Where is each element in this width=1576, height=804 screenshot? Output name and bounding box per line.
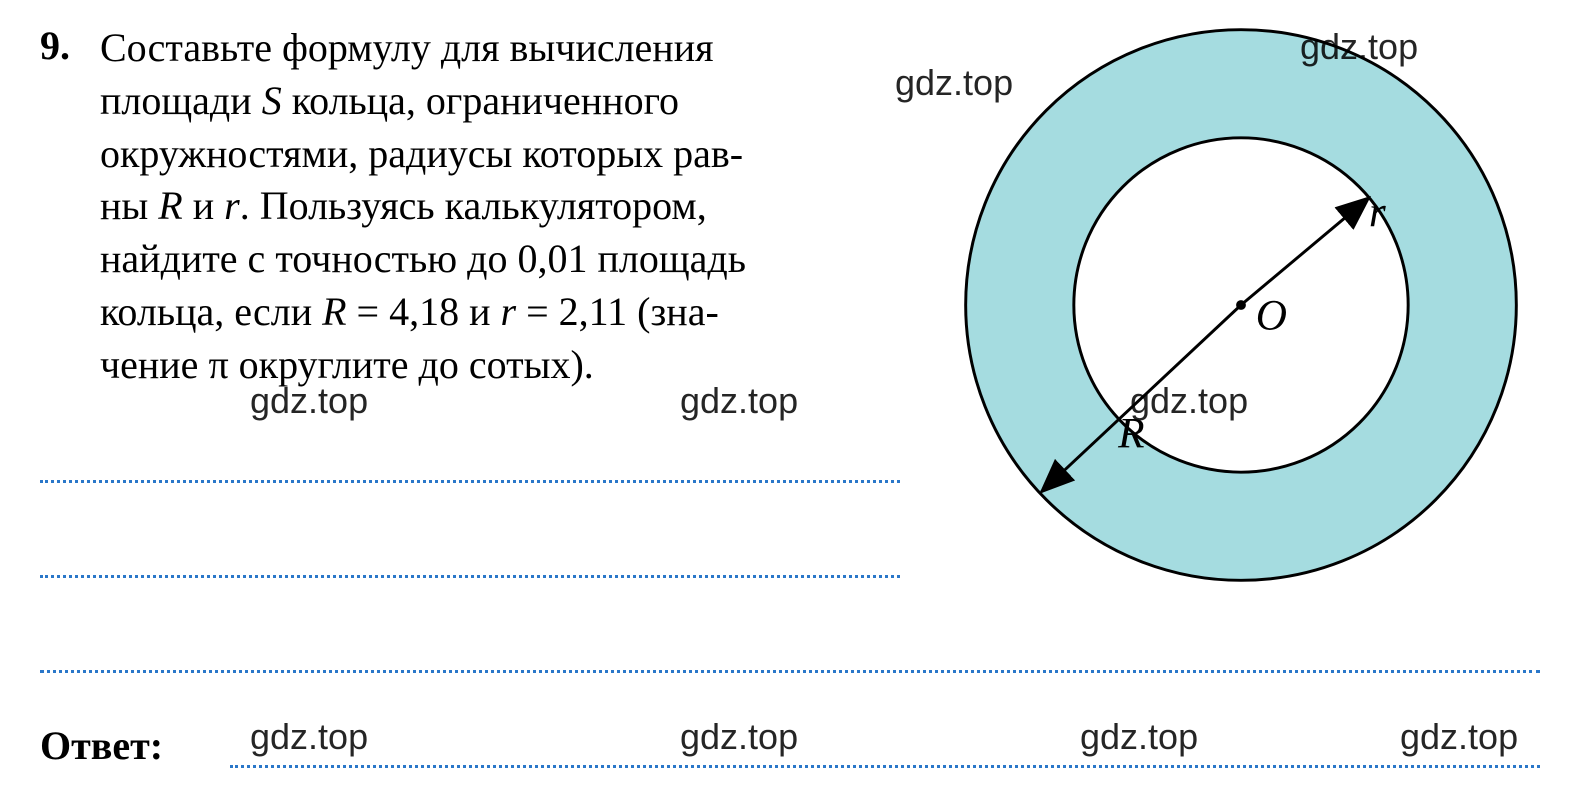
var-r2: r: [501, 289, 517, 334]
label-R: R: [1117, 410, 1144, 458]
problem-number: 9.: [40, 22, 70, 69]
watermark-8: gdz.top: [1080, 716, 1198, 758]
answer-line-2: [40, 575, 900, 578]
problem-line6-prefix: кольца, если: [100, 289, 322, 334]
watermark-6: gdz.top: [250, 716, 368, 758]
problem-line7: чение π округлите до сотых).: [100, 342, 594, 387]
problem-line2-prefix: площади: [100, 78, 262, 123]
watermark-9: gdz.top: [1400, 716, 1518, 758]
var-r: r: [224, 183, 240, 228]
var-R2: R: [322, 289, 346, 334]
label-r: r: [1369, 188, 1386, 236]
answer-line-1: [40, 480, 900, 483]
problem-line3: окружностями, радиусы которых рав-: [100, 131, 743, 176]
problem-line4-prefix: ны: [100, 183, 158, 228]
watermark-7: gdz.top: [680, 716, 798, 758]
answer-line-3: [40, 670, 1540, 673]
var-R: R: [158, 183, 182, 228]
problem-line6-eq1: = 4,18 и: [347, 289, 501, 334]
problem-line6-eq2: = 2,11 (зна-: [516, 289, 719, 334]
problem-line2-mid: кольца, ограниченного: [282, 78, 679, 123]
problem-line1: Составьте формулу для вычисления: [100, 25, 714, 70]
answer-label: Ответ:: [40, 722, 163, 769]
label-O: O: [1256, 292, 1287, 340]
answer-line-4: [230, 765, 1540, 768]
ring-diagram: r O R: [946, 10, 1536, 600]
problem-line4-suffix: . Пользуясь калькулятором,: [240, 183, 707, 228]
problem-text: Составьте формулу для вычисления площади…: [100, 22, 890, 392]
problem-line5: найдите с точностью до 0,01 площадь: [100, 236, 746, 281]
problem-line4-and: и: [183, 183, 224, 228]
exercise-page: 9. Составьте формулу для вычисления площ…: [0, 0, 1576, 804]
var-S: S: [262, 78, 282, 123]
